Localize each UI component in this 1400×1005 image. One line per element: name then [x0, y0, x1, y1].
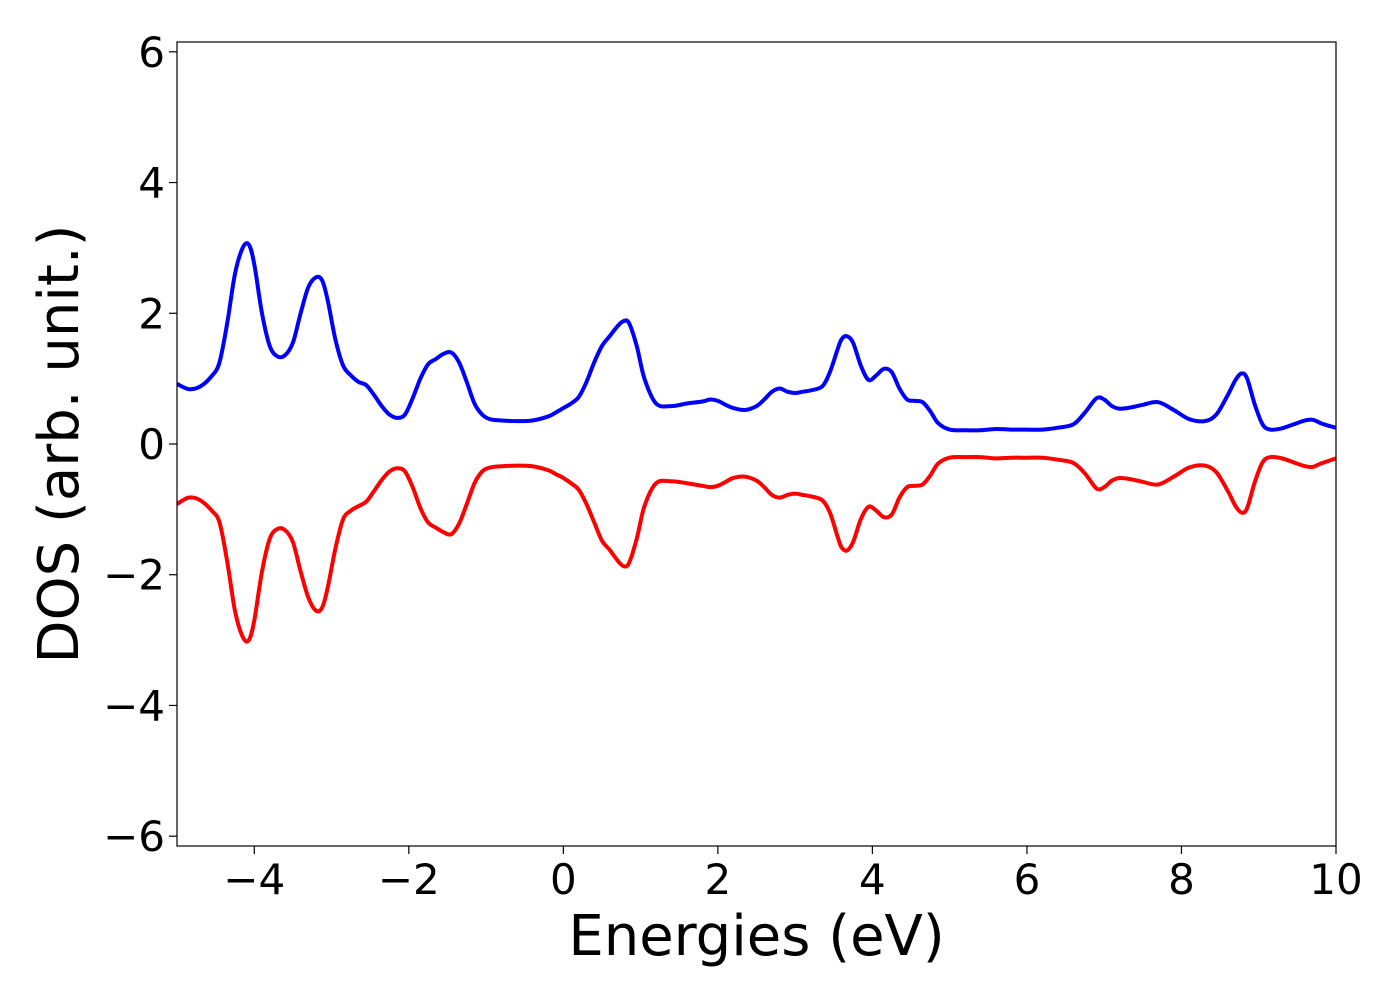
x-tick-label: 6 — [1014, 855, 1041, 904]
x-tick-label: −4 — [223, 855, 285, 904]
x-tick-label: 8 — [1168, 855, 1195, 904]
x-tick-label: 0 — [550, 855, 577, 904]
x-tick-label: −2 — [378, 855, 440, 904]
y-tick-label: 2 — [138, 289, 165, 338]
y-tick-label: −6 — [103, 812, 165, 861]
plot-frame — [176, 41, 1337, 847]
y-tick-label: −2 — [103, 551, 165, 600]
series-line-1 — [177, 241, 1336, 433]
y-tick-label: 0 — [138, 420, 165, 469]
ticks-layer: −4 −2 0 2 4 6 8 10 −6 −4 −2 0 2 4 6 — [103, 28, 1363, 904]
x-tick-label: 10 — [1309, 855, 1362, 904]
x-tick-label: 4 — [859, 855, 886, 904]
series-line-2 — [177, 454, 1336, 644]
x-tick-label: 2 — [704, 855, 731, 904]
y-axis-label: DOS (arb. unit.) — [27, 224, 92, 663]
y-tick-label: −4 — [103, 681, 165, 730]
x-axis-label: Energies (eV) — [568, 904, 944, 969]
y-tick-label: 6 — [138, 28, 165, 77]
series-layer — [177, 241, 1336, 644]
y-tick-label: 4 — [138, 159, 165, 208]
